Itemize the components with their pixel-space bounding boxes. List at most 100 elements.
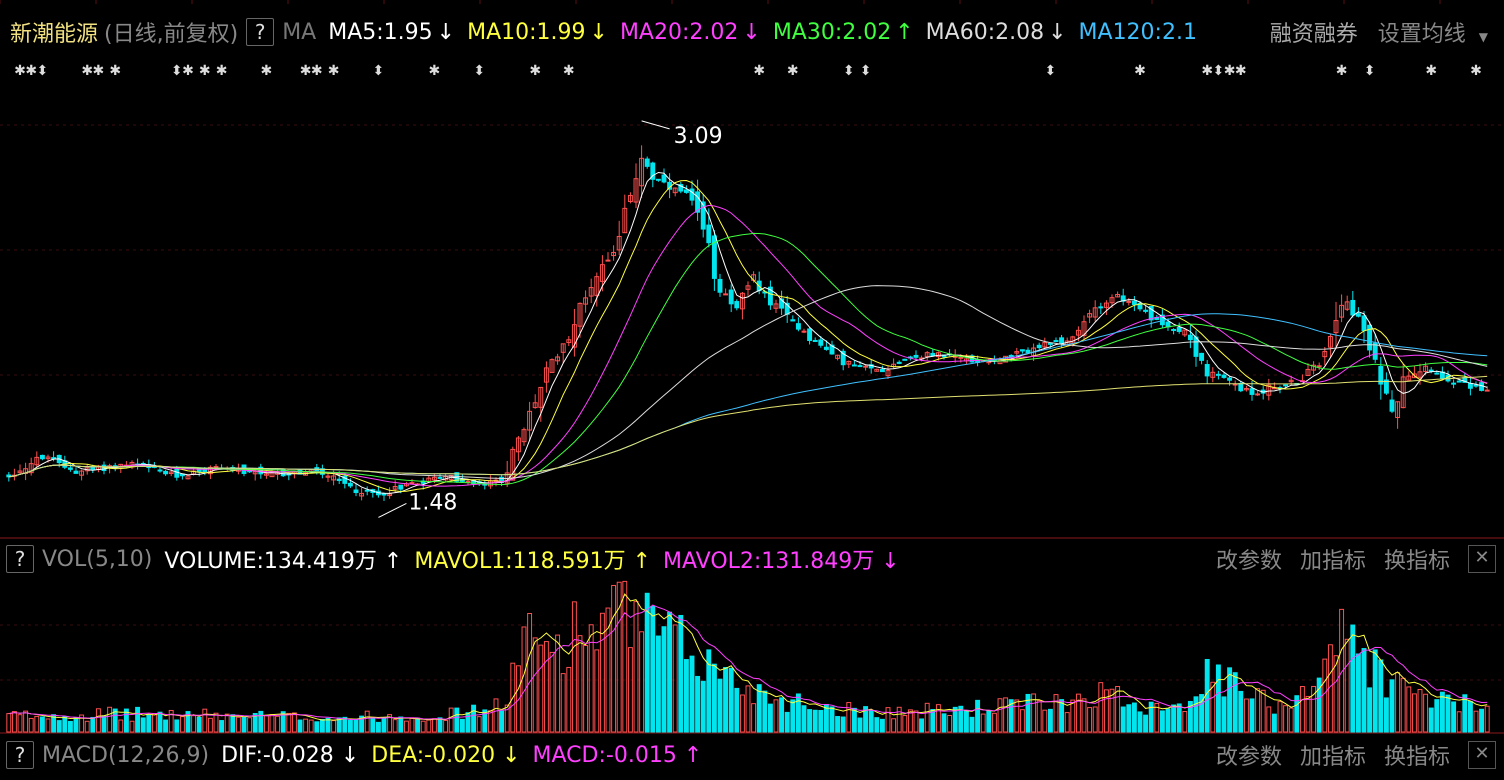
candle-body — [359, 492, 365, 497]
volume-bar — [1159, 710, 1165, 733]
close-icon[interactable]: ✕ — [1468, 545, 1496, 573]
volume-bar — [756, 684, 762, 733]
candle-body — [835, 354, 841, 359]
volume-bar — [1187, 700, 1193, 733]
volume-bar — [627, 647, 633, 733]
volume-bar — [1232, 672, 1238, 733]
volume-ma-lines — [8, 593, 1488, 721]
candle-body — [1484, 389, 1490, 392]
event-marker: ✱ — [300, 63, 312, 79]
ma-value-0: MA5:1.95 — [328, 19, 433, 45]
change-params-button[interactable]: 改参数 — [1215, 549, 1282, 574]
volume-bar — [515, 665, 521, 733]
volume-bar — [258, 710, 264, 733]
volume-indicator-title[interactable]: VOL(5,10) — [42, 546, 153, 572]
indicator-name[interactable]: MA — [282, 19, 317, 45]
macd-change-params-button[interactable]: 改参数 — [1215, 745, 1282, 770]
dif-value: DIF:-0.028 ↓ — [221, 742, 360, 768]
macd-switch-indicator-button[interactable]: 换指标 — [1383, 745, 1450, 770]
volume-bar — [1316, 677, 1322, 733]
candle-body — [353, 489, 359, 494]
margin-trading-button[interactable]: 融资融券 — [1269, 22, 1358, 47]
volume-bar — [549, 651, 555, 733]
event-marker: ✱ — [328, 63, 340, 79]
macd-indicator-title[interactable]: MACD(12,26,9) — [42, 742, 210, 768]
ma-value-4: MA60:2.08 — [925, 19, 1045, 45]
volume-bar — [812, 709, 818, 733]
volume-bar — [303, 718, 309, 733]
volume-bar — [1277, 701, 1283, 733]
event-marker: ✱ — [14, 63, 26, 79]
candle-body — [1372, 342, 1378, 360]
event-marker: ✱ — [261, 63, 273, 79]
volume-bar — [34, 715, 40, 733]
candle-body — [1176, 327, 1182, 332]
candle-body — [711, 235, 717, 279]
volume-bar — [342, 716, 348, 733]
volume-bar — [224, 713, 230, 733]
volume-bar — [1115, 686, 1121, 733]
macd-close-icon[interactable]: ✕ — [1468, 741, 1496, 769]
volume-bar — [1075, 693, 1081, 733]
switch-indicator-button[interactable]: 换指标 — [1383, 549, 1450, 574]
volume-bar — [123, 708, 129, 733]
add-indicator-button[interactable]: 加指标 — [1299, 549, 1366, 574]
candle-body — [885, 369, 891, 377]
stock-name[interactable]: 新潮能源 — [10, 22, 99, 47]
candle-body — [510, 448, 516, 481]
candle-body — [672, 187, 678, 194]
candle-body — [1417, 371, 1423, 378]
candle-body — [874, 368, 880, 372]
volume-bar — [308, 719, 314, 733]
candle-body — [1283, 384, 1289, 387]
volume-bar — [1003, 697, 1009, 733]
volume-bar — [891, 718, 897, 733]
candle-body — [1344, 301, 1350, 310]
volume-bar — [801, 705, 807, 733]
volume-bar — [1031, 693, 1037, 733]
volume-bar — [347, 719, 353, 733]
volume-bar — [1428, 707, 1434, 733]
volume-bar — [476, 716, 482, 733]
volume-bar — [415, 717, 421, 733]
volume-bar — [370, 718, 376, 733]
candle-body — [807, 328, 813, 341]
candle-body — [857, 365, 863, 368]
candle-body — [6, 474, 12, 478]
volume-bar — [1484, 705, 1490, 733]
candle-body — [1322, 351, 1328, 358]
volume-bar — [723, 667, 729, 733]
volume-bar — [577, 635, 583, 733]
high-marker-line — [641, 120, 670, 130]
volume-bar — [1451, 701, 1457, 733]
volume-bar — [1081, 698, 1087, 733]
volume-bar — [963, 710, 969, 733]
volume-bars[interactable] — [6, 580, 1490, 733]
help-button[interactable]: ? — [246, 18, 275, 46]
volume-bar — [1417, 688, 1423, 733]
event-marker: ⬍ — [1045, 63, 1057, 79]
volume-bar — [297, 719, 303, 733]
volume-bar — [247, 717, 253, 733]
candle-body — [902, 358, 908, 361]
candle-body — [1255, 393, 1261, 396]
volume-bar — [1423, 693, 1429, 733]
macd-help-button[interactable]: ? — [6, 741, 34, 769]
macd-add-indicator-button[interactable]: 加指标 — [1299, 745, 1366, 770]
low-marker-line — [378, 502, 407, 518]
volume-bar — [1243, 698, 1249, 733]
candle-body — [1204, 364, 1210, 377]
volume-bar — [454, 707, 460, 733]
ma-settings-button[interactable]: 设置均线 ▼ — [1378, 16, 1488, 48]
volume-bar — [353, 718, 359, 733]
volume-bar — [863, 706, 869, 733]
event-marker: ✱ — [1336, 63, 1348, 79]
candle-body — [1092, 307, 1098, 318]
volume-help-button[interactable]: ? — [6, 545, 34, 573]
candle-body — [185, 475, 191, 480]
candle-body — [1053, 340, 1059, 343]
event-marker: ✱ — [753, 63, 765, 79]
candle-body — [1411, 373, 1417, 379]
candle-body — [605, 259, 611, 262]
